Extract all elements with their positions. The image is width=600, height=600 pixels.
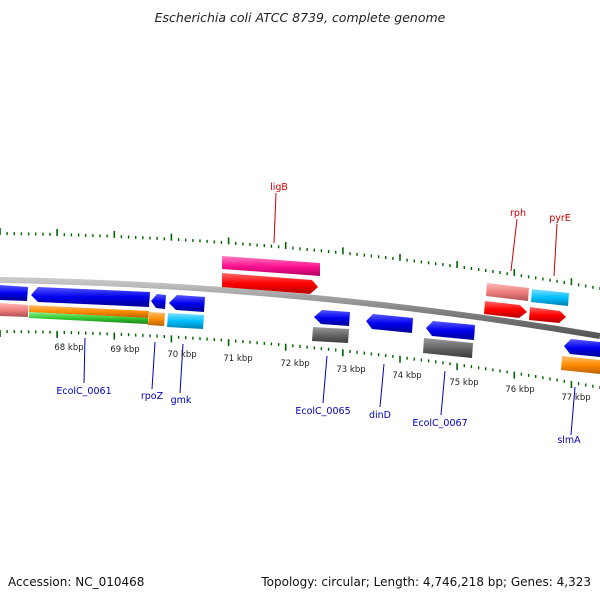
EcolC-0067-pseudo-feature[interactable] <box>423 338 473 358</box>
forward-label-leaders <box>273 192 558 277</box>
genome-backbone <box>0 277 600 339</box>
ligB-rna-feature[interactable] <box>222 256 320 276</box>
rpoZ-orange-feature[interactable] <box>148 312 165 326</box>
gmk-gene-arrow[interactable] <box>169 295 205 312</box>
kbp-label: 75 kbp <box>449 378 478 388</box>
gene-label-slmA[interactable]: slmA <box>557 435 581 446</box>
EcolC-0065-gene-arrow[interactable] <box>314 310 350 326</box>
rph-gene-arrow[interactable] <box>484 301 527 318</box>
kbp-label: 73 kbp <box>336 365 365 375</box>
EcolC-0061-orange-feature[interactable] <box>29 305 149 318</box>
EcolC-0061-green-feature[interactable] <box>29 312 148 324</box>
EcolC-0065-pseudo-feature[interactable] <box>312 327 349 343</box>
pyrE-feature[interactable] <box>531 289 569 306</box>
inner-tick-row <box>0 330 600 389</box>
edge-left-salmon-feature[interactable] <box>0 303 28 317</box>
topology-label: Topology: circular; Length: 4,746,218 bp… <box>260 575 591 589</box>
gene-label-pyrE[interactable]: pyrE <box>549 213 571 224</box>
dinD-gene-arrow[interactable] <box>366 314 413 333</box>
gene-label-rpoZ[interactable]: rpoZ <box>141 391 164 402</box>
gene-label-EcolC-0065[interactable]: EcolC_0065 <box>295 406 350 417</box>
kbp-label: 74 kbp <box>392 371 421 381</box>
rpoZ-gene-arrow[interactable] <box>151 294 166 309</box>
gmk-cyan-feature[interactable] <box>167 313 204 329</box>
gene-label-rph[interactable]: rph <box>510 208 526 219</box>
kbp-label: 68 kbp <box>54 343 83 353</box>
kbp-label: 76 kbp <box>505 385 534 395</box>
kbp-label: 70 kbp <box>167 350 196 360</box>
rph-feature[interactable] <box>486 283 529 301</box>
gene-label-ligB[interactable]: ligB <box>270 182 288 193</box>
kbp-label: 77 kbp <box>561 393 590 403</box>
pyrE-gene-arrow[interactable] <box>529 307 566 323</box>
EcolC-0061-gene-arrow[interactable] <box>31 287 150 307</box>
outer-tick-row <box>0 228 600 290</box>
kbp-label: 71 kbp <box>223 354 252 364</box>
gene-label-gmk[interactable]: gmk <box>171 395 192 406</box>
gene-label-dinD[interactable]: dinD <box>369 410 391 421</box>
edge-left-gene-arrow[interactable] <box>0 285 28 301</box>
EcolC-0067-gene-arrow[interactable] <box>426 321 475 340</box>
reverse-label-leaders <box>83 337 576 436</box>
gene-label-EcolC-0067[interactable]: EcolC_0067 <box>412 418 467 429</box>
kbp-label: 72 kbp <box>280 359 309 369</box>
slmA-gene-arrow[interactable] <box>564 339 600 357</box>
ligB-gene-arrow[interactable] <box>222 273 318 294</box>
map-title: Escherichia coli ATCC 8739, complete gen… <box>155 10 446 25</box>
accession-label: Accession: NC_010468 <box>8 575 144 589</box>
slmA-orange-feature[interactable] <box>561 356 600 374</box>
gene-label-EcolC-0061[interactable]: EcolC_0061 <box>56 386 111 397</box>
kbp-label: 69 kbp <box>110 345 139 355</box>
